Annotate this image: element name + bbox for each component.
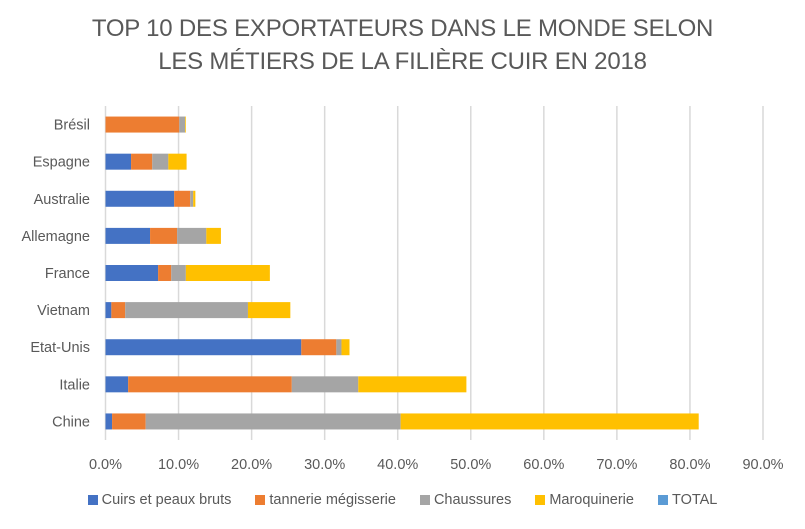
bar-segment [111, 302, 126, 319]
bar-segment [185, 265, 270, 281]
legend-item: tannerie mégisserie [255, 492, 396, 508]
category-label: Italie [59, 377, 90, 393]
x-tick-label: 50.0% [450, 457, 491, 473]
x-tick-label: 60.0% [523, 457, 564, 473]
legend-swatch-icon [535, 495, 546, 505]
bar-segment [152, 153, 169, 170]
bar-segment [291, 376, 359, 393]
x-tick-label: 80.0% [669, 457, 710, 473]
bar-segment [105, 265, 159, 281]
category-label: Brésil [54, 118, 90, 134]
legend-label: TOTAL [671, 492, 718, 508]
category-label: Allemagne [21, 229, 90, 245]
legend-swatch-icon [87, 495, 98, 505]
x-tick-label: 70.0% [596, 457, 637, 473]
x-tick-label: 40.0% [377, 457, 418, 473]
bar-segment [105, 116, 180, 133]
legend-item: Chaussures [419, 492, 512, 508]
legend-item: Cuirs et peaux bruts [87, 492, 232, 508]
bar-segment [190, 190, 194, 207]
category-label: Espagne [33, 155, 90, 171]
chart-title-line-2: LES MÉTIERS DE LA FILIÈRE CUIR EN 2018 [158, 48, 647, 75]
bar-segment [105, 376, 129, 393]
bar-segment [185, 116, 186, 133]
chart-title: TOP 10 DES EXPORTATEURS DANS LE MONDE SE… [0, 12, 805, 78]
category-label: Australie [34, 192, 90, 208]
bar-segment [125, 302, 248, 319]
bar-segment [301, 339, 337, 356]
bar-segment [131, 153, 153, 170]
legend-swatch-icon [419, 495, 430, 505]
x-tick-label: 20.0% [231, 457, 272, 473]
bar-segment [150, 227, 178, 244]
bar-segment [105, 153, 132, 170]
bars [105, 116, 699, 430]
category-label: Vietnam [37, 303, 90, 319]
category-label: Chine [52, 414, 90, 430]
category-label: France [45, 266, 90, 282]
bar-segment [400, 413, 699, 430]
bar-segment [358, 376, 467, 393]
bar-segment [145, 413, 401, 430]
bar-segment [247, 302, 291, 319]
bar-segment [336, 339, 342, 356]
tick-labels: 0.0% 10.0% 20.0% 30.0% 40.0% 50.0% 60.0% 70.0% 8… [89, 457, 784, 473]
legend: Cuirs et peaux bruts tannerie mégisserie C… [0, 492, 805, 508]
x-tick-label: 30.0% [304, 457, 345, 473]
legend-label: Maroquinerie [549, 492, 634, 508]
bar-segment [206, 227, 221, 244]
x-tick-label: 10.0% [158, 457, 199, 473]
legend-label: Chaussures [433, 492, 512, 508]
bar-segment [177, 227, 207, 244]
bar-segment [112, 413, 146, 430]
bar-segment [128, 376, 292, 393]
bar-segment [158, 265, 172, 281]
x-tick-label: 0.0% [89, 457, 122, 473]
bar-segment [105, 227, 151, 244]
legend-item: Maroquinerie [535, 492, 634, 508]
bar-segment [105, 302, 112, 319]
bar-segment [105, 413, 113, 430]
legend-swatch-icon [657, 495, 668, 505]
legend-label: Cuirs et peaux bruts [101, 492, 232, 508]
bar-segment [193, 190, 196, 207]
bar-segment [171, 265, 186, 281]
legend-item: TOTAL [657, 492, 718, 508]
bar-segment [174, 190, 191, 207]
category-label: Etat-Unis [30, 340, 90, 356]
x-tick-label: 90.0% [742, 457, 783, 473]
category-labels: Brésil Espagne Australie Allemagne France Vie… [21, 118, 90, 431]
bar-segment [168, 153, 187, 170]
bar-segment [105, 190, 175, 207]
legend-swatch-icon [255, 495, 266, 505]
chart-title-line-1: TOP 10 DES EXPORTATEURS DANS LE MONDE SE… [91, 15, 714, 42]
bar-segment [341, 339, 350, 356]
bar-segment [179, 116, 186, 133]
bar-segment [105, 339, 302, 356]
legend-label: tannerie mégisserie [269, 492, 396, 508]
